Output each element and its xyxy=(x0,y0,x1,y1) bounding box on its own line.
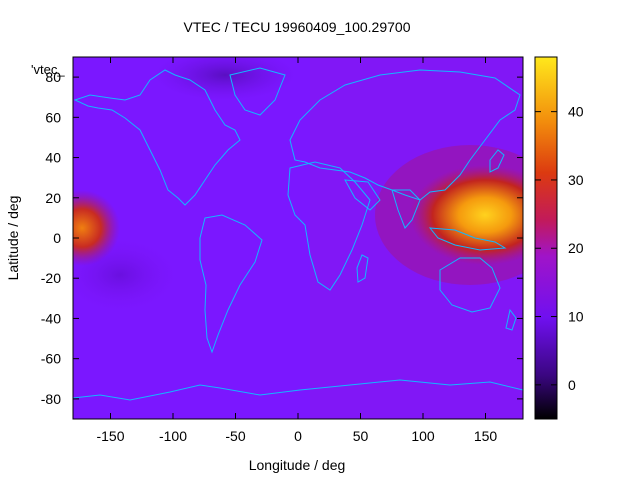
coastline-australia xyxy=(439,257,501,313)
coastline-africa xyxy=(287,161,371,291)
x-tick-label: -150 xyxy=(96,428,124,444)
coastlines xyxy=(73,67,523,419)
heatmap-enhancement-west xyxy=(73,190,120,266)
colorbar-tick-label: 20 xyxy=(568,240,584,256)
x-tick-label: 100 xyxy=(411,428,435,444)
y-tick-label: 0 xyxy=(53,230,61,246)
x-tick-label: 50 xyxy=(353,428,369,444)
y-tick-label: 20 xyxy=(45,190,61,206)
colorbar-tick-label: 10 xyxy=(568,309,584,325)
y-tick-label: -60 xyxy=(41,351,61,367)
x-tick-label: -50 xyxy=(225,428,245,444)
chart-title: VTEC / TECU 19960409_100.29700 xyxy=(183,19,410,35)
y-tick-label: -20 xyxy=(41,270,61,286)
heatmap-maximum-east xyxy=(410,165,523,265)
colorbar-axis: 0 10 20 30 40 xyxy=(535,104,584,393)
coastline-new-zealand xyxy=(505,308,517,331)
x-tick-label: -100 xyxy=(159,428,187,444)
x-tick-label: 0 xyxy=(294,428,302,444)
coastline-indonesia xyxy=(428,227,507,251)
y-tick-label: 80 xyxy=(45,69,61,85)
y-axis: -80 -60 -40 -20 0 20 40 60 80 xyxy=(41,69,523,407)
coastline-south-america xyxy=(199,214,263,354)
colorbar-tick-label: 40 xyxy=(568,104,584,120)
coastline-north-america xyxy=(73,69,241,206)
y-tick-label: 60 xyxy=(45,109,61,125)
coastline-arabia xyxy=(344,179,381,211)
x-tick-label: 150 xyxy=(474,428,498,444)
colorbar xyxy=(534,56,558,420)
coastline-europe-asia xyxy=(289,69,521,201)
x-axis: -150 -100 -50 0 50 100 150 xyxy=(96,57,497,444)
heatmap-field xyxy=(73,57,523,419)
coastline-india xyxy=(391,189,421,229)
x-axis-label: Longitude / deg xyxy=(249,457,346,473)
colorbar-tick-label: 30 xyxy=(568,172,584,188)
colorbar-tick-label: 0 xyxy=(568,377,576,393)
y-tick-label: 40 xyxy=(45,150,61,166)
coastline-japan xyxy=(489,149,505,173)
coastline-madagascar xyxy=(356,254,369,283)
series-label: 'vtec_ xyxy=(31,62,65,77)
y-tick-label: -80 xyxy=(41,391,61,407)
coastline-antarctica xyxy=(73,379,523,419)
coastline-greenland xyxy=(229,67,286,116)
y-tick-label: -40 xyxy=(41,310,61,326)
y-axis-label: Latitude / deg xyxy=(5,196,21,281)
